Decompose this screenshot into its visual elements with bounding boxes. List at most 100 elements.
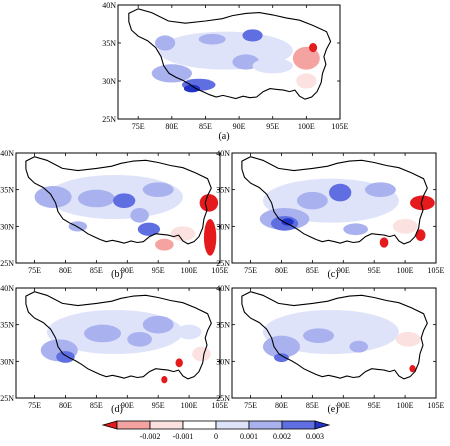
colorbar-box <box>215 420 250 430</box>
anomaly-patch <box>158 31 293 70</box>
anomaly-patch <box>303 328 334 343</box>
y-tick-label: 25N <box>0 394 14 403</box>
y-tick-label: 30N <box>216 357 230 366</box>
x-tick-label: 100E <box>397 401 414 410</box>
map-frame <box>15 152 221 264</box>
map-panel-e: 75E 80E 85E 90E 95E 100E 105E 40N 35N 30N 25N (e) <box>216 284 444 415</box>
anomaly-patch <box>296 191 328 210</box>
x-tick-label: 85E <box>90 401 103 410</box>
x-tick-label: 80E <box>165 122 178 131</box>
colorbar: -0.002 -0.001 0 0.001 0.002 0.003 <box>101 420 331 441</box>
colorbar-label: 0.003 <box>306 432 324 441</box>
anomaly-patch <box>175 358 183 368</box>
colorbar-arrow-min <box>101 420 118 430</box>
anomaly-patch <box>252 58 293 74</box>
panel-label: (b) <box>111 269 123 280</box>
x-tick-label: 90E <box>233 122 246 131</box>
y-tick-label: 35N <box>0 321 14 330</box>
anomaly-patch <box>379 237 389 248</box>
x-tick-label: 85E <box>199 122 212 131</box>
anomaly-patch <box>281 218 294 226</box>
y-tick-label: 25N <box>0 259 14 268</box>
x-tick-label: 95E <box>368 266 381 275</box>
x-tick-label: 85E <box>90 266 103 275</box>
anomaly-patch <box>155 238 174 251</box>
x-tick-label: 100E <box>181 266 198 275</box>
anomaly-patch <box>296 73 317 89</box>
colorbar-label: 0.002 <box>273 432 291 441</box>
y-tick-label: 35N <box>102 39 116 48</box>
plateau-boundary <box>25 156 212 245</box>
anomaly-patch <box>329 183 352 202</box>
y-tick-label: 25N <box>102 115 116 124</box>
y-tick-label: 30N <box>0 357 14 366</box>
map-frame <box>231 152 437 264</box>
panel-label: (e) <box>327 404 338 415</box>
x-tick-label: 95E <box>152 401 165 410</box>
x-tick-label: 75E <box>28 266 41 275</box>
panel-label: (c) <box>327 269 338 280</box>
anomaly-patch <box>274 353 289 363</box>
anomaly-patch <box>155 35 176 51</box>
y-tick-label: 35N <box>216 186 230 195</box>
anomaly-patch <box>84 324 122 343</box>
map-frame <box>117 4 341 120</box>
x-tick-label: 105E <box>428 401 445 410</box>
x-tick-label: 90E <box>337 401 350 410</box>
x-tick-label: 105E <box>332 122 349 131</box>
anomaly-patch <box>56 351 75 363</box>
x-tick-label: 90E <box>121 401 134 410</box>
anomaly-patch <box>292 46 320 70</box>
x-tick-label: 85E <box>306 266 319 275</box>
colorbar-label: 0 <box>214 432 218 441</box>
plateau-boundary <box>241 291 428 380</box>
map-panel-d: 75E 80E 85E 90E 95E 100E 105E 40N 35N 30N 25N (d) <box>0 284 228 415</box>
colorbar-label: 0.001 <box>240 432 258 441</box>
x-tick-label: 85E <box>306 401 319 410</box>
anomaly-field <box>259 178 435 248</box>
plateau-boundary <box>128 8 332 100</box>
anomaly-patch <box>68 221 88 232</box>
anomaly-patch <box>409 365 416 373</box>
colorbar-box <box>281 420 316 430</box>
anomaly-patch <box>142 315 174 334</box>
x-tick-label: 90E <box>121 266 134 275</box>
x-tick-label: 105E <box>428 266 445 275</box>
anomaly-patch <box>127 332 152 347</box>
anomaly-patch <box>364 182 396 198</box>
anomaly-patch <box>77 189 115 208</box>
y-tick-label: 25N <box>216 394 230 403</box>
map-panel-c: 75E 80E 85E 90E 95E 100E 105E 40N 35N 30N 25N (c) <box>216 149 444 280</box>
y-tick-label: 40N <box>0 284 14 293</box>
anomaly-patch <box>161 376 168 384</box>
anomaly-patch <box>392 219 418 234</box>
anomaly-patch <box>395 332 421 347</box>
anomaly-patch <box>343 223 368 236</box>
y-tick-label: 40N <box>102 1 116 10</box>
x-tick-label: 100E <box>298 122 315 131</box>
anomaly-patch <box>309 43 318 53</box>
x-tick-label: 80E <box>59 266 72 275</box>
x-tick-label: 95E <box>368 401 381 410</box>
map-panel-b: 75E 80E 85E 90E 95E 100E 105E 40N 35N 30N 25N (b) <box>0 149 228 280</box>
x-tick-label: 75E <box>244 401 257 410</box>
anomaly-patch <box>198 33 226 45</box>
anomaly-patch <box>192 346 211 362</box>
y-tick-label: 30N <box>216 222 230 231</box>
x-tick-label: 105E <box>212 266 229 275</box>
anomaly-patch <box>142 182 174 198</box>
y-tick-label: 30N <box>0 222 14 231</box>
anomaly-patch <box>415 229 426 241</box>
anomaly-patch <box>410 195 435 211</box>
anomaly-patch <box>176 324 202 340</box>
colorbar-label: -0.002 <box>140 432 161 441</box>
y-tick-label: 40N <box>216 284 230 293</box>
x-tick-label: 75E <box>244 266 257 275</box>
x-tick-label: 75E <box>132 122 145 131</box>
x-tick-label: 80E <box>59 401 72 410</box>
anomaly-field <box>34 175 219 256</box>
y-tick-label: 40N <box>0 149 14 158</box>
colorbar-box <box>248 420 283 430</box>
panel-label: (a) <box>218 131 229 142</box>
